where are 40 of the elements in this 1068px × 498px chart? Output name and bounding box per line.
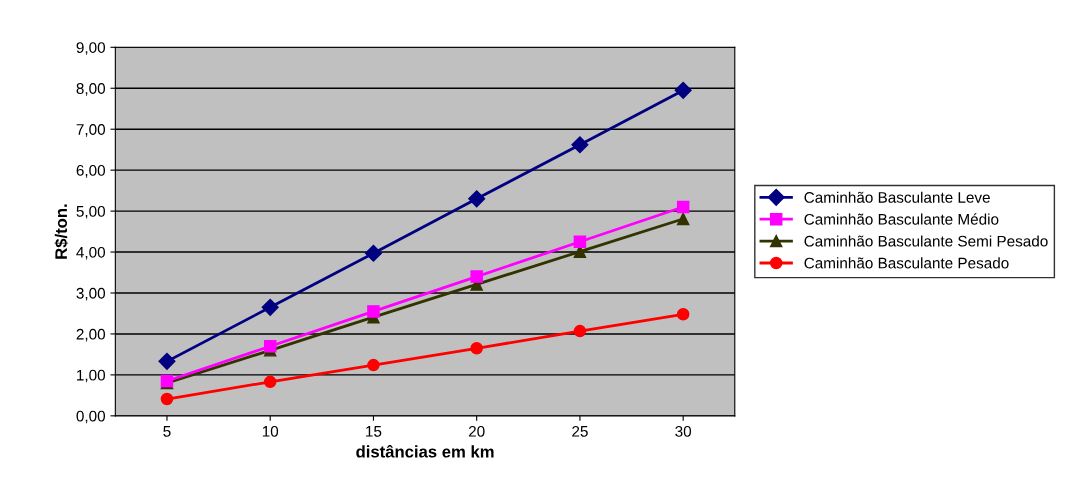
legend-label: Caminhão Basculante Médio <box>804 213 999 225</box>
point <box>158 352 176 370</box>
point <box>263 375 277 389</box>
point <box>676 212 690 226</box>
legend-label: Caminhão Basculante Pesado <box>804 257 1009 269</box>
point <box>470 342 483 355</box>
x-axis-title: distâncias em km <box>356 444 494 458</box>
point <box>676 308 690 321</box>
y-tick-label: 1,00 <box>77 369 106 383</box>
point <box>571 136 589 154</box>
point <box>468 190 486 208</box>
y-tick-label: 7,00 <box>76 124 106 137</box>
y-tick-label: 9,00 <box>76 42 106 55</box>
point <box>261 298 279 316</box>
y-tick-label: 6,00 <box>76 165 106 178</box>
y-tick-label: 3,00 <box>76 287 106 301</box>
point <box>367 305 380 318</box>
point <box>676 200 690 214</box>
x-tick-label: 25 <box>572 425 588 437</box>
y-tick-label: 8,00 <box>76 83 106 96</box>
y-tick-label: 4,00 <box>76 246 106 260</box>
point <box>160 392 174 406</box>
y-tick-label: 0,00 <box>76 410 106 424</box>
y-tick-label: 5,00 <box>76 205 106 219</box>
point <box>470 270 483 283</box>
point <box>367 358 380 372</box>
x-tick-label: 30 <box>675 425 692 437</box>
x-tick-label: 10 <box>262 425 279 437</box>
legend-label: Caminhão Basculante Semi Pesado <box>804 235 1048 247</box>
point <box>364 244 382 262</box>
y-axis-title: R$/ton. <box>54 204 69 259</box>
x-tick-label: 15 <box>366 426 382 437</box>
x-tick-label: 5 <box>163 426 171 437</box>
point <box>263 339 277 353</box>
point <box>674 81 692 99</box>
point <box>573 235 587 249</box>
y-tick-label: 2,00 <box>76 328 106 342</box>
legend-label: Caminhão Basculante Leve <box>804 191 990 203</box>
x-tick-label: 20 <box>468 425 485 437</box>
point <box>573 324 587 338</box>
